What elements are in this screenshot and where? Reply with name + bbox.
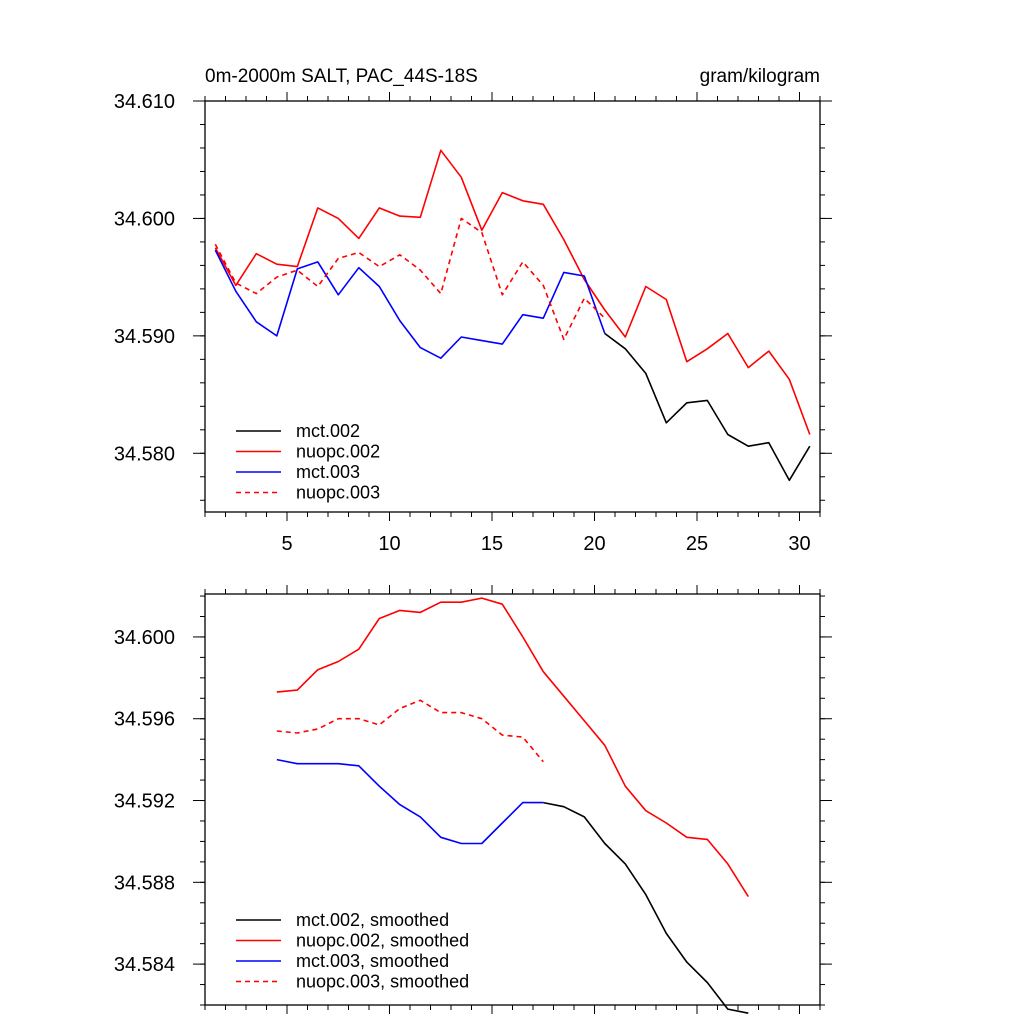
legend-label: mct.002, smoothed (296, 910, 449, 930)
y-tick-label: 34.588 (114, 872, 175, 894)
y-tick-label: 34.610 (114, 91, 175, 113)
y-tick-label: 34.592 (114, 791, 175, 813)
series-line-nuopc-002-smoothed (276, 597, 749, 898)
series-line-mct-003-smoothed (276, 758, 544, 845)
series-line-mct-002 (604, 332, 811, 482)
x-tick-label: 5 (281, 533, 292, 555)
x-tick-label: 15 (481, 533, 503, 555)
series-line-nuopc-003-smoothed (276, 699, 544, 763)
x-tick-label: 10 (378, 533, 400, 555)
y-tick-label: 34.596 (114, 709, 175, 731)
series-line-mct-002-smoothed (543, 801, 749, 1014)
chart-title: 0m-2000m SALT, PAC_44S-18S (205, 66, 478, 87)
legend-label: nuopc.003, smoothed (296, 972, 469, 992)
x-tick-label: 25 (686, 533, 708, 555)
bottom-panel: 34.584 34.588 34.592 34.596 34.600 mct.002, s… (114, 585, 832, 1014)
legend-label: nuopc.003 (296, 483, 380, 503)
legend-label: nuopc.002 (296, 442, 380, 462)
series-line-nuopc-002 (214, 149, 811, 435)
series-line-nuopc-003 (214, 217, 606, 341)
y-tick-label: 34.580 (114, 443, 175, 465)
chart-units: gram/kilogram (700, 66, 820, 87)
x-tick-label: 30 (788, 533, 810, 555)
series-line-mct-003 (214, 249, 606, 360)
top-panel: 5 10 15 20 25 30 34.580 34.590 34.600 34.610 mct.0… (114, 91, 832, 555)
legend-label: nuopc.002, smoothed (296, 931, 469, 951)
legend-label: mct.003, smoothed (296, 951, 449, 971)
legend-label: mct.003 (296, 462, 360, 482)
x-tick-label: 20 (583, 533, 605, 555)
legend-label: mct.002 (296, 421, 360, 441)
y-tick-label: 34.600 (114, 208, 175, 230)
y-tick-label: 34.590 (114, 326, 175, 348)
y-tick-label: 34.600 (114, 627, 175, 649)
y-tick-label: 34.584 (114, 954, 175, 976)
